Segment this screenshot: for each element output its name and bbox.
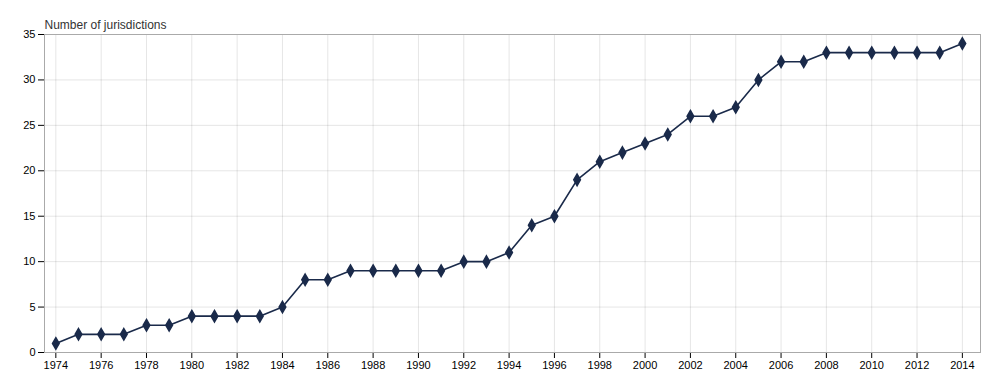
svg-text:20: 20: [23, 164, 35, 176]
svg-text:15: 15: [23, 210, 35, 222]
svg-text:1986: 1986: [316, 359, 340, 371]
svg-text:1998: 1998: [588, 359, 612, 371]
svg-text:1988: 1988: [361, 359, 385, 371]
svg-text:1978: 1978: [134, 359, 158, 371]
svg-text:1974: 1974: [44, 359, 68, 371]
svg-text:0: 0: [29, 346, 35, 358]
svg-text:1994: 1994: [497, 359, 521, 371]
svg-text:2012: 2012: [905, 359, 929, 371]
svg-text:2008: 2008: [814, 359, 838, 371]
svg-text:2010: 2010: [859, 359, 883, 371]
svg-text:1996: 1996: [542, 359, 566, 371]
svg-text:1990: 1990: [406, 359, 430, 371]
svg-text:1982: 1982: [225, 359, 249, 371]
svg-text:2006: 2006: [769, 359, 793, 371]
svg-text:Number of jurisdictions: Number of jurisdictions: [45, 18, 167, 32]
svg-text:30: 30: [23, 73, 35, 85]
svg-text:1976: 1976: [89, 359, 113, 371]
svg-text:1980: 1980: [180, 359, 204, 371]
svg-text:2000: 2000: [633, 359, 657, 371]
svg-text:1984: 1984: [270, 359, 294, 371]
svg-text:25: 25: [23, 119, 35, 131]
svg-text:2004: 2004: [723, 359, 747, 371]
svg-text:35: 35: [23, 28, 35, 40]
svg-text:5: 5: [29, 301, 35, 313]
svg-text:2014: 2014: [950, 359, 974, 371]
svg-text:10: 10: [23, 255, 35, 267]
svg-text:1992: 1992: [452, 359, 476, 371]
svg-text:2002: 2002: [678, 359, 702, 371]
